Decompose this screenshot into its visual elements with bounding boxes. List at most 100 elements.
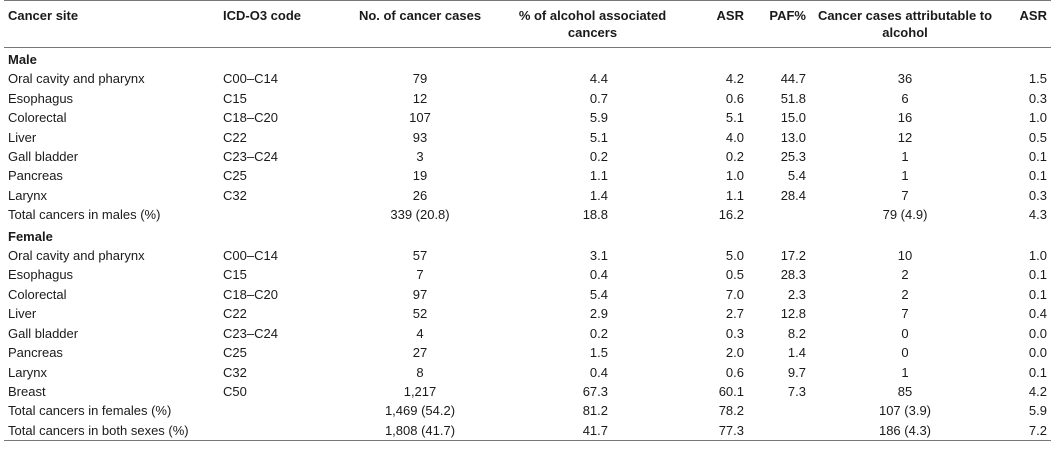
asr-cell: 0.3 xyxy=(725,325,744,341)
table-row: Larynx C32 8 0.4 0.6 9.7 1 0.1 xyxy=(4,363,1051,382)
icd-code-cell: C22 xyxy=(223,129,247,145)
asr-attributable-cell: 7.2 xyxy=(1000,420,1051,442)
icd-code-cell: C18–C20 xyxy=(223,286,278,302)
paf-cell: 1.4 xyxy=(787,345,806,361)
pct-alcohol-cell: 2.9 xyxy=(589,306,608,322)
attributable-cell: 36 xyxy=(897,71,913,87)
cancer-site-cell: Colorectal xyxy=(8,286,67,302)
asr-cell: 0.5 xyxy=(725,267,744,283)
paf-cell xyxy=(748,205,810,224)
attributable-cell: 85 xyxy=(897,383,913,399)
cancer-cases-cell: 57 xyxy=(412,248,428,264)
pct-alcohol-cell: 81.2 xyxy=(582,403,608,419)
icd-code-cell: C23–C24 xyxy=(223,149,278,165)
asr-attributable-cell: 5.9 xyxy=(1028,403,1047,419)
asr-attributable-cell: 1.0 xyxy=(1028,248,1047,264)
cancer-site-cell: Esophagus xyxy=(8,90,74,106)
table-row: Pancreas C25 19 1.1 1.0 5.4 1 0.1 xyxy=(4,166,1051,185)
attributable-cell: 186 (4.3) xyxy=(810,420,1000,442)
paf-cell: 7.3 xyxy=(787,383,806,399)
header-asr: ASR xyxy=(680,0,748,48)
paf-cell: 15.0 xyxy=(780,110,806,126)
attributable-cell: 16 xyxy=(897,110,913,126)
icd-code-cell: C00–C14 xyxy=(223,248,278,264)
cancer-site-cell: Esophagus xyxy=(8,267,74,283)
asr-cell: 2.7 xyxy=(725,306,744,322)
asr-cell: 4.0 xyxy=(725,129,744,145)
cancer-cases-cell: 93 xyxy=(412,129,428,145)
icd-code-cell: C50 xyxy=(223,383,247,399)
asr-cell: 16.2 xyxy=(718,207,744,223)
pct-alcohol-cell: 0.7 xyxy=(589,90,608,106)
cancer-site-cell: Pancreas xyxy=(8,168,63,184)
header-asr-attributable: ASR xyxy=(1000,0,1051,48)
asr-cell: 1.0 xyxy=(725,168,744,184)
pct-alcohol-cell: 5.4 xyxy=(589,286,608,302)
pct-alcohol-cell: 5.9 xyxy=(589,110,608,126)
pct-alcohol-cell: 1.1 xyxy=(589,168,608,184)
cancer-cases-cell: 1,808 (41.7) xyxy=(335,420,505,442)
paf-cell: 51.8 xyxy=(780,90,806,106)
cancer-cases-cell: 339 (20.8) xyxy=(390,207,450,223)
icd-code-cell: C32 xyxy=(223,364,247,380)
pct-alcohol-cell: 1.5 xyxy=(589,345,608,361)
cancer-cases-cell: 52 xyxy=(412,306,428,322)
table-body: Male Oral cavity and pharynx C00–C14 79 4.4 4… xyxy=(4,48,1051,442)
asr-attributable-cell: 4.3 xyxy=(1028,207,1047,223)
icd-code-cell: C15 xyxy=(223,90,247,106)
paf-cell xyxy=(748,420,810,442)
asr-attributable-cell: 0.3 xyxy=(1028,187,1047,203)
asr-attributable-cell: 0.3 xyxy=(1028,90,1047,106)
asr-cell: 4.2 xyxy=(725,71,744,87)
cancer-site-cell: Total cancers in females (%) xyxy=(8,403,172,419)
cancer-cases-cell: 27 xyxy=(412,345,428,361)
paf-cell: 25.3 xyxy=(780,149,806,165)
header-cancer-site: Cancer site xyxy=(4,0,219,48)
attributable-cell: 12 xyxy=(897,129,913,145)
pct-alcohol-cell: 0.4 xyxy=(589,364,608,380)
cancer-site-cell: Oral cavity and pharynx xyxy=(8,248,145,264)
icd-code-cell xyxy=(219,420,335,442)
group-label: Male xyxy=(8,52,37,67)
cancer-site-cell: Colorectal xyxy=(8,110,67,126)
attributable-cell: 2 xyxy=(901,286,909,302)
asr-cell: 78.2 xyxy=(718,403,744,419)
asr-cell: 60.1 xyxy=(718,383,744,399)
cancer-site-cell: Gall bladder xyxy=(8,325,79,341)
paf-cell: 13.0 xyxy=(780,129,806,145)
asr-attributable-cell: 0.5 xyxy=(1028,129,1047,145)
icd-code-cell: C15 xyxy=(223,267,247,283)
asr-cell: 0.6 xyxy=(725,364,744,380)
attributable-cell: 0 xyxy=(901,345,909,361)
attributable-cell: 1 xyxy=(901,168,909,184)
pct-alcohol-cell: 3.1 xyxy=(589,248,608,264)
paf-cell: 28.4 xyxy=(780,187,806,203)
paf-cell: 28.3 xyxy=(780,267,806,283)
icd-code-cell: C32 xyxy=(223,187,247,203)
asr-cell: 7.0 xyxy=(725,286,744,302)
icd-code-cell: C00–C14 xyxy=(223,71,278,87)
paf-cell: 44.7 xyxy=(780,71,806,87)
header-row: Cancer site ICD-O3 code No. of cancer ca… xyxy=(4,0,1051,48)
table-row: Gall bladder C23–C24 3 0.2 0.2 25.3 1 0.1 xyxy=(4,147,1051,166)
asr-cell: 0.6 xyxy=(725,90,744,106)
asr-cell: 1.1 xyxy=(725,187,744,203)
total-row-male: Total cancers in males (%) 339 (20.8) 18.8… xyxy=(4,205,1051,224)
table-row: Larynx C32 26 1.4 1.1 28.4 7 0.3 xyxy=(4,186,1051,205)
asr-cell: 5.1 xyxy=(725,110,744,126)
table-row: Colorectal C18–C20 97 5.4 7.0 2.3 2 0.1 xyxy=(4,285,1051,304)
cancer-site-cell: Gall bladder xyxy=(8,149,79,165)
total-row-both-sexes: Total cancers in both sexes (%) 1,808 (41… xyxy=(4,420,1051,442)
asr-cell: 77.3 xyxy=(680,420,748,442)
icd-code-cell: C25 xyxy=(223,345,247,361)
table-row: Esophagus C15 12 0.7 0.6 51.8 6 0.3 xyxy=(4,89,1051,108)
group-header-female: Female xyxy=(4,225,1051,246)
attributable-cell: 7 xyxy=(901,187,909,203)
icd-code-cell: C18–C20 xyxy=(223,110,278,126)
asr-attributable-cell: 0.1 xyxy=(1028,149,1047,165)
asr-attributable-cell: 0.1 xyxy=(1028,364,1047,380)
asr-cell: 2.0 xyxy=(725,345,744,361)
table-row: Pancreas C25 27 1.5 2.0 1.4 0 0.0 xyxy=(4,343,1051,362)
cancer-site-cell: Larynx xyxy=(8,187,48,203)
attributable-cell: 1 xyxy=(901,364,909,380)
